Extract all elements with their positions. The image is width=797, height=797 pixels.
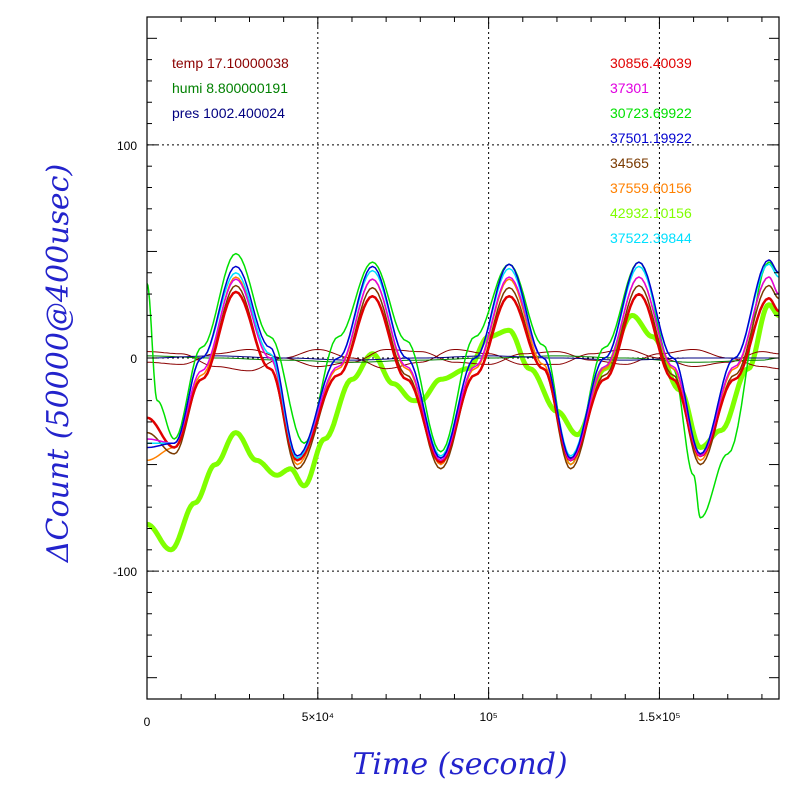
series-line-8	[147, 349, 779, 372]
legend-right-entry: 37559.60156	[610, 180, 692, 196]
legend-left-entry: temp 17.10000038	[172, 55, 289, 71]
x-tick-label: 0	[144, 715, 151, 729]
legend-right-entry: 37522.39844	[610, 230, 692, 246]
y-axis-title: ΔCount (50000@400usec)	[41, 164, 76, 563]
series-line-3	[147, 259, 779, 459]
series-group	[147, 252, 779, 553]
legend-right-entry: 37301	[610, 80, 649, 96]
legend-left: temp 17.10000038 humi 8.800000191 pres 100…	[172, 55, 289, 121]
legend-left-entry: pres 1002.400024	[172, 105, 285, 121]
x-tick-label: 5×10⁴	[302, 710, 334, 724]
series-line-1	[147, 276, 779, 462]
y-tick-label: -100	[113, 565, 137, 579]
series-line-0	[147, 290, 779, 464]
x-axis-title: Time (second)	[352, 747, 567, 782]
y-tick-label: 100	[117, 139, 137, 153]
series-line-10	[147, 355, 779, 363]
series-line-9	[147, 349, 779, 370]
series-line-2	[147, 252, 779, 519]
legend-left-entry: humi 8.800000191	[172, 80, 288, 96]
legend-right-entry: 37501.19922	[610, 130, 692, 146]
legend-right-entry: 34565	[610, 155, 649, 171]
legend-right-entry: 30723.69922	[610, 105, 692, 121]
legend-right: 30856.40039 37301 30723.69922 37501.19922 34…	[610, 55, 692, 246]
x-tick-label: 1.5×10⁵	[638, 710, 680, 724]
legend-right-entry: 42932.10156	[610, 205, 692, 221]
axis-ticks: 0 5×10⁴ 10⁵ 1.5×10⁵ 100 0 -100	[113, 17, 779, 729]
legend-right-entry: 30856.40039	[610, 55, 692, 71]
x-tick-label: 10⁵	[479, 710, 497, 724]
y-tick-label: 0	[130, 352, 137, 366]
